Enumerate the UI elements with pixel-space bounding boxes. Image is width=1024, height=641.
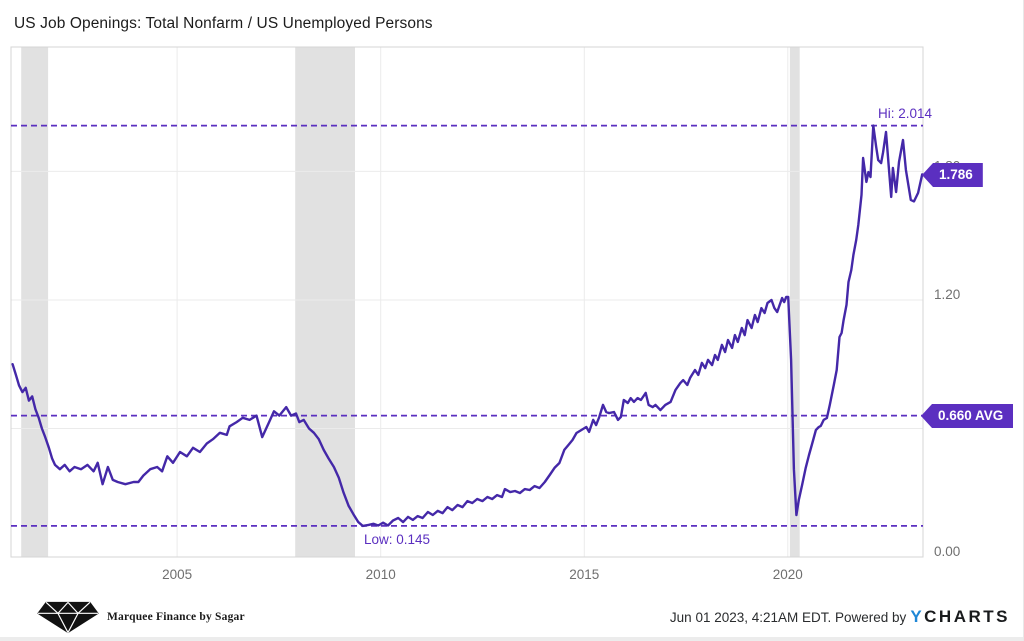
recession-band [21,47,49,557]
brand-footer: Marquee Finance by Sagar [36,599,245,635]
ycharts-logo: YCHARTS [910,607,1010,627]
timestamp: Jun 01 2023, 4:21AM EDT. Powered by [669,610,907,625]
chart-title: US Job Openings: Total Nonfarm / US Unem… [14,15,433,32]
brand-name: Marquee Finance by Sagar [107,611,245,623]
ycharts-wordmark: CHARTS [924,607,1010,626]
y-axis-tick-label: 1.20 [934,287,960,302]
ratio-series-line [11,124,924,528]
x-axis-tick-label: 2015 [569,567,599,582]
page-bottom-edge [0,637,1024,641]
attribution-footer: Jun 01 2023, 4:21AM EDT. Powered by YCHA… [670,607,1010,627]
hi-annotation-label: Hi: 2.014 [877,106,932,121]
diamond-gem-icon [37,601,99,634]
x-axis-tick-label: 2020 [773,567,803,582]
x-axis-tick-label: 2005 [162,567,192,582]
recession-band [789,47,800,557]
y-axis-tick-label: 0.00 [934,544,960,559]
current-value-badge: 1.786 [922,163,983,187]
x-axis-tick-label: 2010 [366,567,396,582]
ycharts-y-mark: Y [910,607,925,626]
recession-band [295,47,355,557]
low-annotation-label: Low: 0.145 [364,532,431,547]
average-value-badge: 0.660 AVG [921,404,1014,428]
plot-border [10,46,924,558]
